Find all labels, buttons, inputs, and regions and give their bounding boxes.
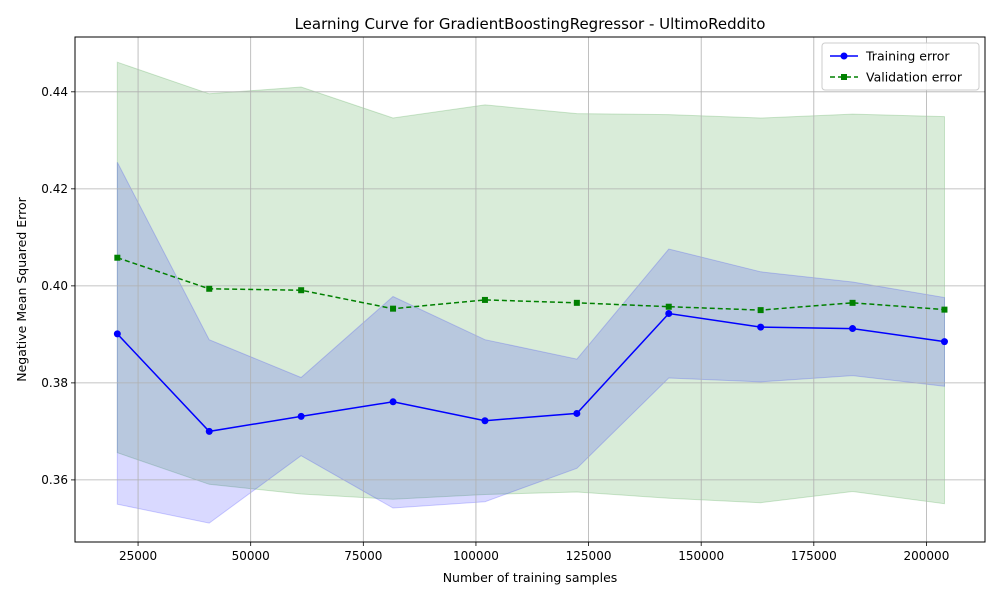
x-tick-label-4: 125000 bbox=[566, 549, 612, 563]
x-axis-ticks: 25000 50000 75000 100000 125000 150000 175000 2… bbox=[119, 542, 949, 563]
x-tick-label-7: 200000 bbox=[904, 549, 950, 563]
point-validation-8 bbox=[849, 299, 856, 306]
x-tick-label-6: 175000 bbox=[791, 549, 837, 563]
band-training bbox=[116, 161, 945, 524]
grid-lines bbox=[75, 37, 985, 542]
x-tick-label-0: 25000 bbox=[119, 549, 157, 563]
y-tick-label-0: 0.36 bbox=[41, 473, 68, 487]
point-training-4 bbox=[481, 417, 489, 425]
x-tick-label-3: 100000 bbox=[453, 549, 499, 563]
point-validation-7 bbox=[757, 307, 764, 314]
point-validation-6 bbox=[665, 303, 672, 310]
point-training-5 bbox=[573, 409, 581, 417]
x-tick-label-5: 150000 bbox=[678, 549, 724, 563]
legend-validation-label: Validation error bbox=[866, 70, 963, 85]
legend-validation-marker bbox=[841, 74, 847, 80]
chart-title: Learning Curve for GradientBoostingRegre… bbox=[295, 15, 766, 33]
y-axis-label: Negative Mean Squared Error bbox=[14, 196, 29, 381]
confidence-bands bbox=[116, 61, 945, 524]
point-training-0 bbox=[113, 330, 121, 338]
point-validation-1 bbox=[206, 285, 213, 292]
y-axis-ticks: 0.36 0.38 0.40 0.42 0.44 bbox=[41, 85, 75, 487]
point-validation-4 bbox=[481, 296, 488, 303]
x-tick-label-2: 75000 bbox=[344, 549, 382, 563]
x-axis-label: Number of training samples bbox=[443, 570, 618, 585]
line-validation bbox=[117, 256, 945, 311]
point-training-2 bbox=[297, 412, 305, 420]
legend: Training error Validation error bbox=[821, 42, 980, 91]
point-training-1 bbox=[205, 427, 213, 435]
y-tick-label-4: 0.44 bbox=[41, 85, 68, 99]
plot-frame bbox=[74, 36, 986, 543]
y-tick-label-3: 0.42 bbox=[41, 182, 68, 196]
series-markers bbox=[113, 254, 948, 435]
legend-training-marker bbox=[840, 52, 848, 60]
y-tick-label-2: 0.40 bbox=[41, 279, 68, 293]
legend-training-label: Training error bbox=[865, 49, 950, 64]
point-validation-3 bbox=[390, 305, 397, 312]
point-validation-0 bbox=[114, 254, 121, 261]
point-training-7 bbox=[757, 323, 765, 331]
point-training-9 bbox=[940, 338, 948, 346]
point-validation-9 bbox=[941, 306, 948, 313]
band-validation bbox=[116, 61, 945, 505]
series-lines bbox=[116, 256, 945, 433]
point-validation-5 bbox=[573, 299, 580, 306]
x-tick-label-1: 50000 bbox=[232, 549, 270, 563]
y-tick-label-1: 0.38 bbox=[41, 376, 68, 390]
point-validation-2 bbox=[298, 287, 305, 294]
point-training-8 bbox=[849, 325, 857, 333]
legend-box bbox=[821, 42, 980, 91]
point-training-3 bbox=[389, 398, 397, 406]
point-training-6 bbox=[665, 310, 673, 318]
line-training bbox=[116, 312, 945, 433]
